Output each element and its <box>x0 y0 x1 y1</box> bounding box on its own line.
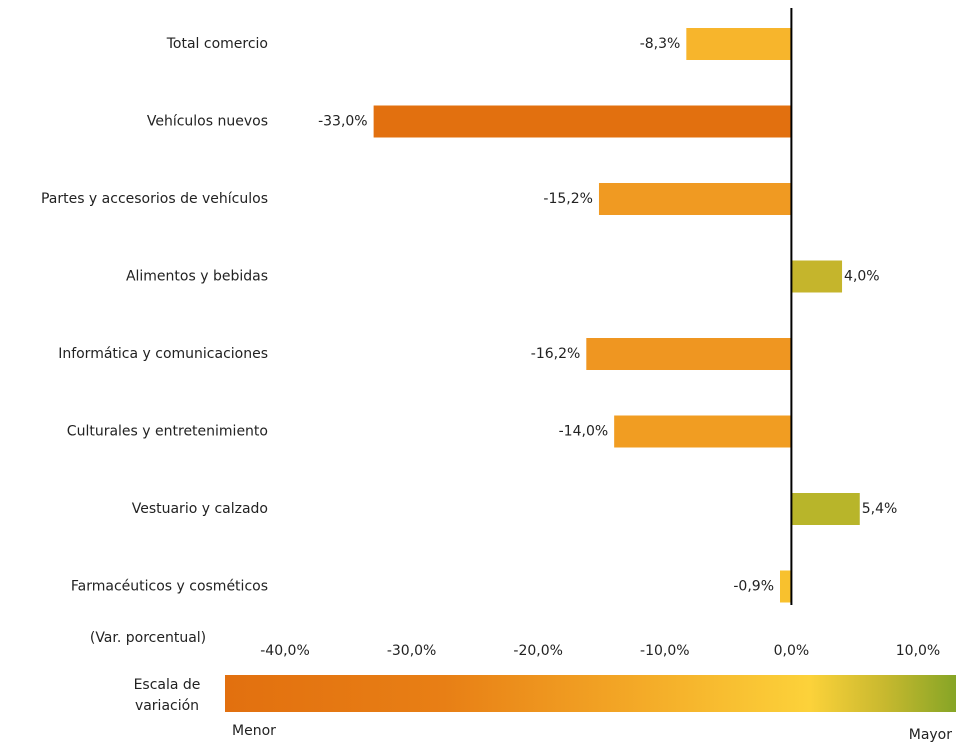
x-tick-label: 0,0% <box>774 643 810 659</box>
x-tick-label: -30,0% <box>387 643 437 659</box>
x-tick-label: -40,0% <box>260 643 310 659</box>
category-label: Total comercio <box>166 36 268 52</box>
bar <box>598 183 792 215</box>
value-label: -0,9% <box>733 579 774 595</box>
x-tick-label: -10,0% <box>640 643 690 659</box>
scale-high: Mayor <box>909 727 953 742</box>
value-label: -15,2% <box>543 191 593 207</box>
scale-low: Menor <box>232 723 276 739</box>
bar <box>686 28 792 60</box>
value-label: -16,2% <box>531 346 581 362</box>
scale-title: variación <box>135 698 199 714</box>
category-label: Vestuario y calzado <box>132 501 268 517</box>
category-label: Vehículos nuevos <box>147 114 268 130</box>
bar <box>586 338 792 370</box>
category-label: Alimentos y bebidas <box>126 269 268 285</box>
category-label: Farmacéuticos y cosméticos <box>71 579 268 595</box>
bar <box>373 105 792 138</box>
value-label: 5,4% <box>862 501 898 517</box>
value-label: -14,0% <box>559 424 609 440</box>
value-label: 4,0% <box>844 269 880 285</box>
bar <box>791 260 843 293</box>
bar <box>780 570 792 603</box>
category-label: Informática y comunicaciones <box>58 346 268 362</box>
category-label: Culturales y entretenimiento <box>67 424 268 440</box>
x-tick-label: 10,0% <box>896 643 940 659</box>
color-scale-bar <box>225 675 956 712</box>
bar <box>614 415 792 448</box>
x-axis-label: (Var. porcentual) <box>90 630 206 646</box>
value-label: -33,0% <box>318 114 368 130</box>
scale-title: Escala de <box>134 677 201 693</box>
value-label: -8,3% <box>640 36 681 52</box>
bar <box>791 493 860 525</box>
category-label: Partes y accesorios de vehículos <box>41 191 268 207</box>
x-tick-label: -20,0% <box>513 643 563 659</box>
